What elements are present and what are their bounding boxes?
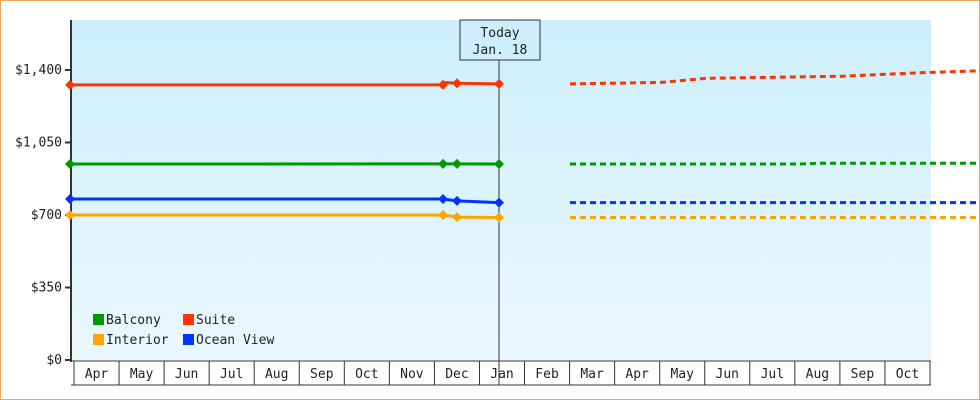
data-point-marker (494, 159, 504, 170)
x-tick-label: Dec (445, 367, 468, 382)
legend-item-ocean-view[interactable]: Ocean View (183, 333, 274, 348)
legend: Balcony Suite Interior Ocean View (93, 313, 274, 348)
data-point-marker (494, 197, 504, 208)
series-history-interior (70, 213, 500, 219)
x-axis: Apr May Jun Jul Aug Sep Oct Nov Dec Jan Feb Mar Apr M… (71, 360, 931, 386)
legend-swatch (93, 314, 104, 325)
data-point-marker (65, 194, 75, 205)
legend-item-balcony[interactable]: Balcony (93, 313, 161, 328)
today-label-box (459, 19, 541, 61)
data-point-marker (452, 195, 462, 206)
series-history-ocean-view (70, 197, 500, 205)
legend-label: Suite (196, 313, 235, 328)
x-tick-label: Jul (220, 367, 243, 382)
data-point-marker (65, 210, 75, 220)
x-tick-label: May (130, 367, 154, 382)
legend-swatch (93, 334, 104, 345)
x-tick-label: Sep (851, 367, 875, 382)
x-tick-label: Aug (265, 367, 288, 382)
today-marker: Today Jan. 18 (459, 19, 541, 385)
y-tick-label: $350 (31, 281, 62, 296)
y-tick-label: $1,400 (15, 63, 62, 78)
x-tick-label: Aug (806, 367, 829, 382)
series-lines (65, 69, 980, 223)
data-point-marker (438, 79, 448, 90)
data-point-marker (494, 78, 504, 89)
x-tick-label: Apr (625, 367, 649, 382)
today-label: Today (480, 26, 519, 41)
data-point-marker (452, 212, 462, 223)
x-tick-label: Jun (175, 367, 198, 382)
y-tick-label: $1,050 (15, 136, 62, 151)
legend-label: Balcony (106, 313, 161, 328)
x-tick-label: Jan (490, 367, 513, 382)
x-tick-label: Apr (85, 367, 109, 382)
data-point-marker (438, 158, 448, 169)
x-tick-label: Mar (580, 367, 604, 382)
plot-area (71, 20, 931, 360)
legend-swatch (183, 334, 194, 345)
series-forecast-balcony (570, 161, 980, 166)
legend-label: Interior (106, 333, 169, 348)
x-tick-label: Oct (896, 367, 919, 382)
x-tick-label: Nov (400, 367, 424, 382)
data-point-marker (494, 212, 504, 223)
data-point-marker (438, 210, 448, 220)
today-date: Jan. 18 (473, 43, 528, 58)
series-forecast-suite (569, 69, 980, 86)
data-point-marker (65, 79, 75, 90)
data-point-marker (452, 78, 462, 89)
y-tick-label: $700 (31, 208, 62, 223)
legend-swatch (183, 314, 194, 325)
x-tick-label: Jun (716, 367, 739, 382)
x-tick-label: Jul (761, 367, 784, 382)
x-tick-label: Sep (310, 367, 334, 382)
legend-item-suite[interactable]: Suite (183, 313, 235, 328)
x-tick-label: Feb (535, 367, 559, 382)
legend-label: Ocean View (196, 333, 274, 348)
legend-item-interior[interactable]: Interior (93, 333, 169, 348)
y-axis: $0 $350 $700 $1,050 $1,400 (15, 20, 72, 368)
x-tick-label: May (670, 367, 694, 382)
data-point-marker (438, 194, 448, 205)
x-tick-label: Oct (355, 367, 378, 382)
y-tick-label: $0 (46, 353, 62, 368)
data-point-marker (452, 158, 462, 169)
data-point-marker (65, 159, 75, 170)
